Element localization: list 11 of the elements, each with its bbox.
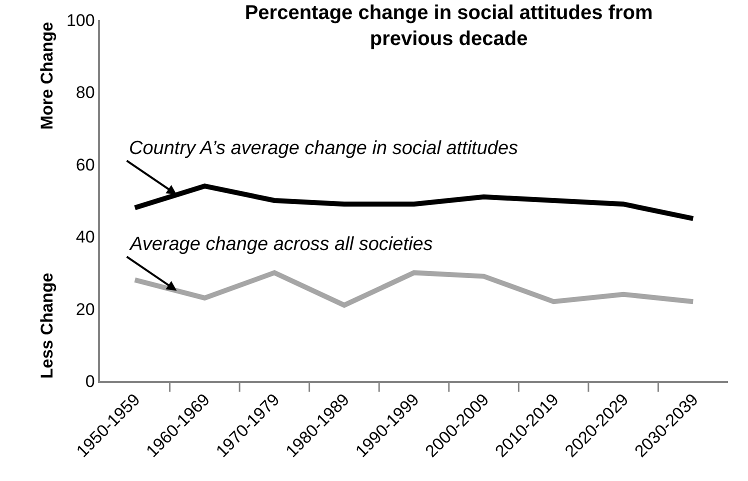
y-tick-label: 40: [76, 228, 95, 247]
y-tick-label: 60: [76, 155, 95, 174]
text: More Change: [38, 22, 57, 130]
chart-title: Percentage change in social attitudes from previous decade: [244, 2, 653, 50]
series-label: Average change across all societies: [129, 234, 434, 255]
y-tick-label: 80: [76, 83, 95, 102]
y-tick-label: 100: [66, 10, 95, 30]
y-tick-label: 20: [76, 300, 95, 319]
text: Country A’s average change in social attitudes: [129, 138, 519, 159]
text: Less Change: [38, 272, 57, 379]
y-tick-label: 0: [85, 372, 95, 391]
